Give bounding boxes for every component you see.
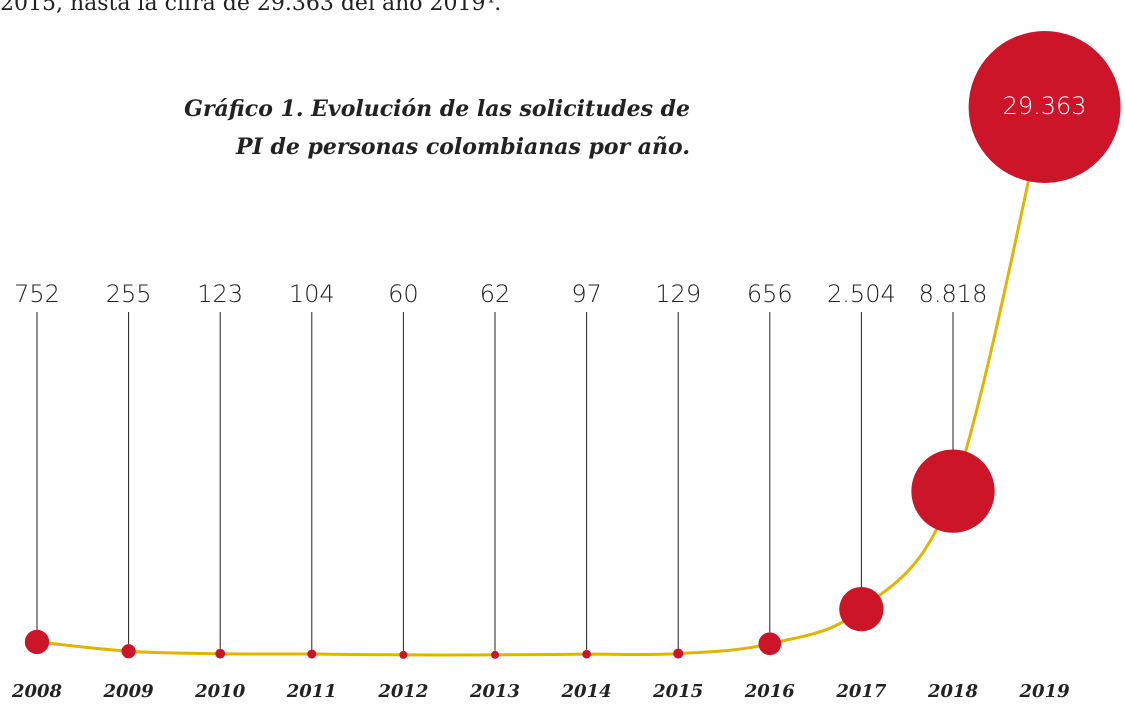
year-label: 2016 xyxy=(744,681,796,702)
value-label: 656 xyxy=(747,280,793,308)
year-label: 2015 xyxy=(652,681,703,702)
bubble xyxy=(758,632,782,656)
bubble xyxy=(215,648,226,659)
value-label: 60 xyxy=(388,280,419,308)
year-label: 2009 xyxy=(103,681,155,702)
trend-line xyxy=(36,106,1047,657)
year-label: 2019 xyxy=(1019,681,1071,702)
bubble xyxy=(24,629,50,655)
value-label: 255 xyxy=(106,280,152,308)
value-label: 97 xyxy=(571,280,602,308)
bubble xyxy=(582,649,591,659)
bubble xyxy=(491,650,499,659)
value-label: 2.504 xyxy=(827,280,896,308)
value-label: 104 xyxy=(289,280,335,308)
year-label: 2012 xyxy=(377,681,428,702)
value-label: 123 xyxy=(197,280,243,308)
intro-text: 2015, hasta la cifra de 29.363 del año 2… xyxy=(0,0,501,16)
value-label: 8.818 xyxy=(919,280,988,308)
year-label: 2014 xyxy=(561,681,612,702)
bubble xyxy=(673,648,684,659)
bubble xyxy=(307,649,317,659)
value-label: 752 xyxy=(14,280,60,308)
year-label: 2017 xyxy=(835,681,887,702)
chart-title: Gráfico 1. Evolución de las solicitudes … xyxy=(184,96,690,122)
year-label: 2008 xyxy=(11,681,63,702)
year-label: 2018 xyxy=(927,681,979,702)
year-label: 2011 xyxy=(286,681,337,702)
value-label: 129 xyxy=(655,280,701,308)
year-label: 2013 xyxy=(469,681,520,702)
bubble xyxy=(399,650,408,659)
bubble xyxy=(121,644,136,659)
value-label: 62 xyxy=(480,280,511,308)
bubble xyxy=(968,31,1121,183)
value-label: 29.363 xyxy=(1003,92,1087,120)
bubble xyxy=(911,449,995,533)
year-label: 2010 xyxy=(194,681,246,702)
bubble xyxy=(839,586,884,632)
chart-title: PI de personas colombianas por año. xyxy=(235,134,690,160)
